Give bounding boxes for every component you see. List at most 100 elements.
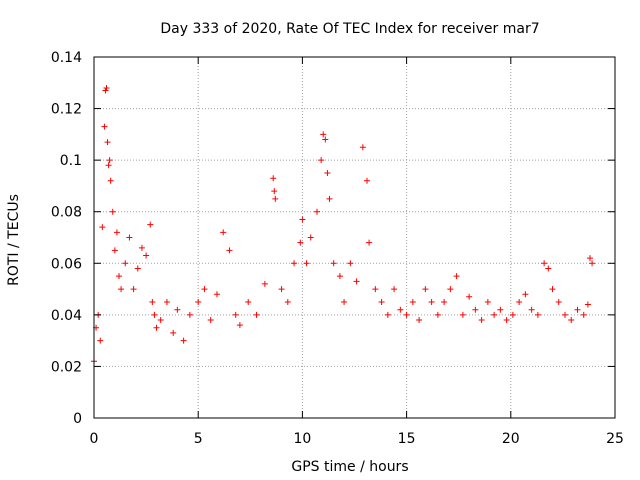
data-point: [574, 306, 581, 313]
data-point: [541, 260, 548, 267]
data-point: [545, 265, 552, 272]
data-point: [186, 311, 193, 318]
data-point: [157, 317, 164, 324]
data-point: [106, 157, 113, 164]
data-point: [434, 311, 441, 318]
data-point: [320, 131, 327, 138]
data-point: [253, 311, 260, 318]
data-point: [422, 286, 429, 293]
data-point: [213, 291, 220, 298]
x-tick-label: 0: [90, 431, 99, 447]
y-tick-label: 0: [73, 411, 82, 427]
data-point: [330, 260, 337, 267]
data-point: [113, 229, 120, 236]
data-point: [291, 260, 298, 267]
data-point: [347, 260, 354, 267]
data-point: [307, 234, 314, 241]
y-tick-label: 0.02: [51, 359, 82, 375]
data-point: [391, 286, 398, 293]
y-tick-label: 0.12: [51, 102, 82, 118]
plot-frame: [93, 56, 616, 419]
data-points: [91, 84, 596, 365]
data-point: [561, 311, 568, 318]
data-point: [522, 291, 529, 298]
data-point: [478, 317, 485, 324]
x-axis-label: GPS time / hours: [291, 459, 408, 475]
data-point: [99, 224, 106, 231]
x-tick-label: 20: [502, 431, 520, 447]
data-point: [149, 298, 156, 305]
data-point: [472, 306, 479, 313]
data-point: [497, 306, 504, 313]
data-point: [109, 208, 116, 215]
data-point: [201, 286, 208, 293]
data-point: [116, 273, 123, 280]
data-point: [118, 286, 125, 293]
data-point: [466, 293, 473, 300]
data-point: [549, 286, 556, 293]
data-point: [207, 317, 214, 324]
data-point: [555, 298, 562, 305]
data-point: [245, 298, 252, 305]
data-point: [151, 311, 158, 318]
data-point: [236, 322, 243, 329]
data-point: [138, 244, 145, 251]
data-point: [270, 175, 277, 182]
y-tick-label: 0.08: [51, 205, 82, 221]
data-point: [261, 280, 268, 287]
data-point: [278, 286, 285, 293]
data-point: [297, 239, 304, 246]
data-point: [509, 311, 516, 318]
data-point: [378, 298, 385, 305]
x-tick-label: 10: [293, 431, 311, 447]
y-axis-label: ROTI / TECUs: [6, 194, 22, 286]
chart-title: Day 333 of 2020, Rate Of TEC Index for r…: [160, 21, 539, 37]
data-point: [322, 136, 329, 143]
data-point: [153, 324, 160, 331]
data-point: [195, 298, 202, 305]
data-point: [271, 188, 278, 195]
data-point: [516, 298, 523, 305]
data-point: [586, 255, 593, 262]
grid-lines: [94, 57, 615, 418]
data-point: [170, 329, 177, 336]
data-point: [341, 298, 348, 305]
data-point: [459, 311, 466, 318]
data-point: [453, 273, 460, 280]
data-point: [226, 247, 233, 254]
data-point: [397, 306, 404, 313]
data-point: [372, 286, 379, 293]
data-point: [101, 123, 108, 130]
data-point: [220, 229, 227, 236]
data-point: [409, 298, 416, 305]
data-point: [484, 298, 491, 305]
data-point: [353, 278, 360, 285]
y-tick-labels: 0 0.02 0.04 0.06 0.08 0.1 0.12 0.14: [51, 50, 82, 427]
data-point: [174, 306, 181, 313]
data-point: [111, 247, 118, 254]
data-point: [303, 260, 310, 267]
y-tick-label: 0.14: [51, 50, 82, 66]
y-tick-label: 0.06: [51, 256, 82, 272]
data-point: [416, 317, 423, 324]
data-point: [313, 208, 320, 215]
data-point: [107, 177, 114, 184]
data-point: [180, 337, 187, 344]
data-point: [105, 162, 112, 169]
data-point: [134, 265, 141, 272]
data-point: [441, 298, 448, 305]
data-point: [584, 301, 591, 308]
data-point: [568, 317, 575, 324]
data-point: [534, 311, 541, 318]
data-point: [428, 298, 435, 305]
data-point: [126, 234, 133, 241]
data-point: [403, 311, 410, 318]
y-tick-label: 0.1: [60, 153, 82, 169]
data-point: [102, 87, 109, 94]
data-point: [163, 298, 170, 305]
data-point: [232, 311, 239, 318]
tick-marks: [93, 56, 616, 419]
data-point: [122, 260, 129, 267]
data-point: [130, 286, 137, 293]
